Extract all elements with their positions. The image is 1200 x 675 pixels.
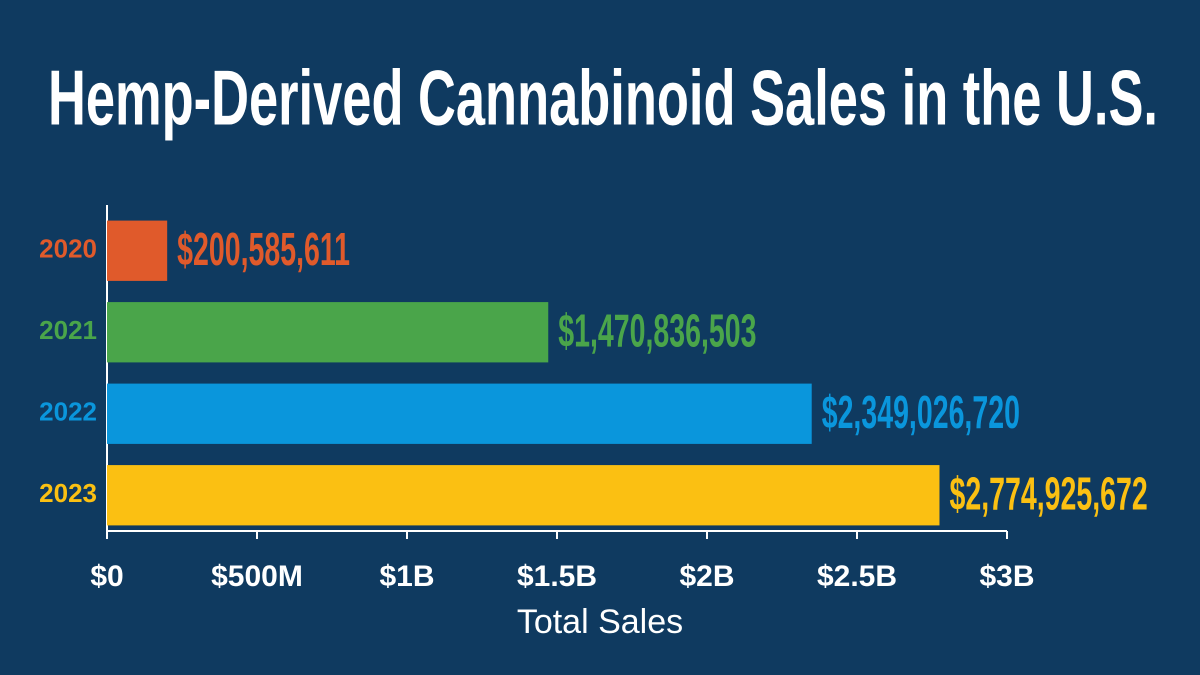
x-tick-label: $0 xyxy=(90,560,123,593)
x-tick-label: $2B xyxy=(679,560,734,593)
value-label-group: $1,470,836,503 xyxy=(558,306,756,358)
bar xyxy=(107,302,549,363)
value-label-group: $2,774,925,672 xyxy=(949,469,1147,521)
x-tick-label: $3B xyxy=(979,560,1034,593)
x-tick-label: $1.5B xyxy=(517,560,597,593)
chart-title: Hemp-Derived Cannabinoid Sales in the U.… xyxy=(48,54,1158,142)
bar xyxy=(107,383,812,444)
value-label-group: $200,585,611 xyxy=(177,224,350,276)
y-tick-label: 2021 xyxy=(39,315,97,345)
value-label: $2,774,925,672 xyxy=(949,469,1147,521)
x-axis-label: Total Sales xyxy=(517,603,683,641)
y-tick-label: 2022 xyxy=(39,397,97,427)
x-tick-label: $2.5B xyxy=(817,560,897,593)
x-tick-label: $500M xyxy=(211,560,303,593)
value-label-group: $2,349,026,720 xyxy=(822,387,1020,439)
bar xyxy=(107,220,168,281)
value-label: $2,349,026,720 xyxy=(822,387,1020,439)
y-tick-label: 2023 xyxy=(39,478,97,508)
y-tick-label: 2020 xyxy=(39,234,97,264)
value-label: $200,585,611 xyxy=(177,224,350,276)
bar xyxy=(107,465,940,526)
value-label: $1,470,836,503 xyxy=(558,306,756,358)
x-tick-label: $1B xyxy=(379,560,434,593)
